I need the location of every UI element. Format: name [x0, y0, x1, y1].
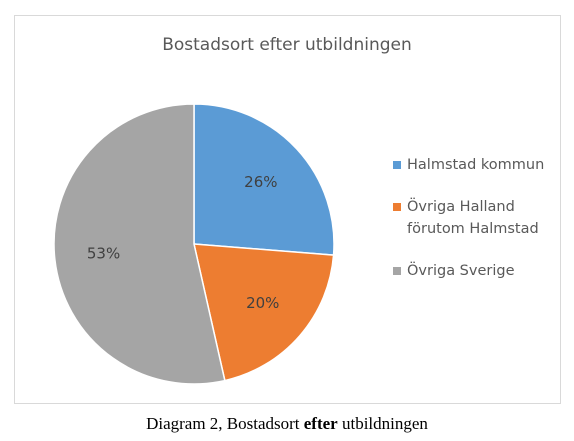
legend-swatch [393, 161, 401, 169]
pie-slice [53, 103, 226, 385]
data-label: 20% [246, 294, 279, 312]
legend-entry: Övriga Halland förutom Halmstad [390, 196, 560, 240]
legend-entry: Övriga Sverige [390, 260, 560, 282]
legend: Halmstad kommun Övriga Halland förutom Ha… [390, 154, 560, 302]
data-label: 53% [87, 245, 120, 263]
chart-frame [14, 15, 561, 404]
caption: Diagram 2, Bostadsort efter utbildningen [0, 414, 574, 434]
caption-text: utbildningen [341, 414, 428, 433]
chart-title: Bostadsort efter utbildningen [162, 35, 412, 55]
legend-swatch [393, 267, 401, 275]
legend-label: Övriga Sverige [407, 263, 515, 279]
data-label: 26% [244, 173, 277, 191]
pie-slice [193, 243, 335, 382]
legend-label: Halmstad kommun [407, 157, 545, 173]
legend-swatch [393, 203, 401, 211]
caption-bold: efter [303, 414, 338, 433]
legend-label: Övriga Halland förutom Halmstad [407, 199, 539, 237]
legend-entry: Halmstad kommun [390, 154, 560, 176]
pie-slice [193, 103, 335, 256]
caption-text: Diagram 2, Bostadsort [146, 414, 300, 433]
